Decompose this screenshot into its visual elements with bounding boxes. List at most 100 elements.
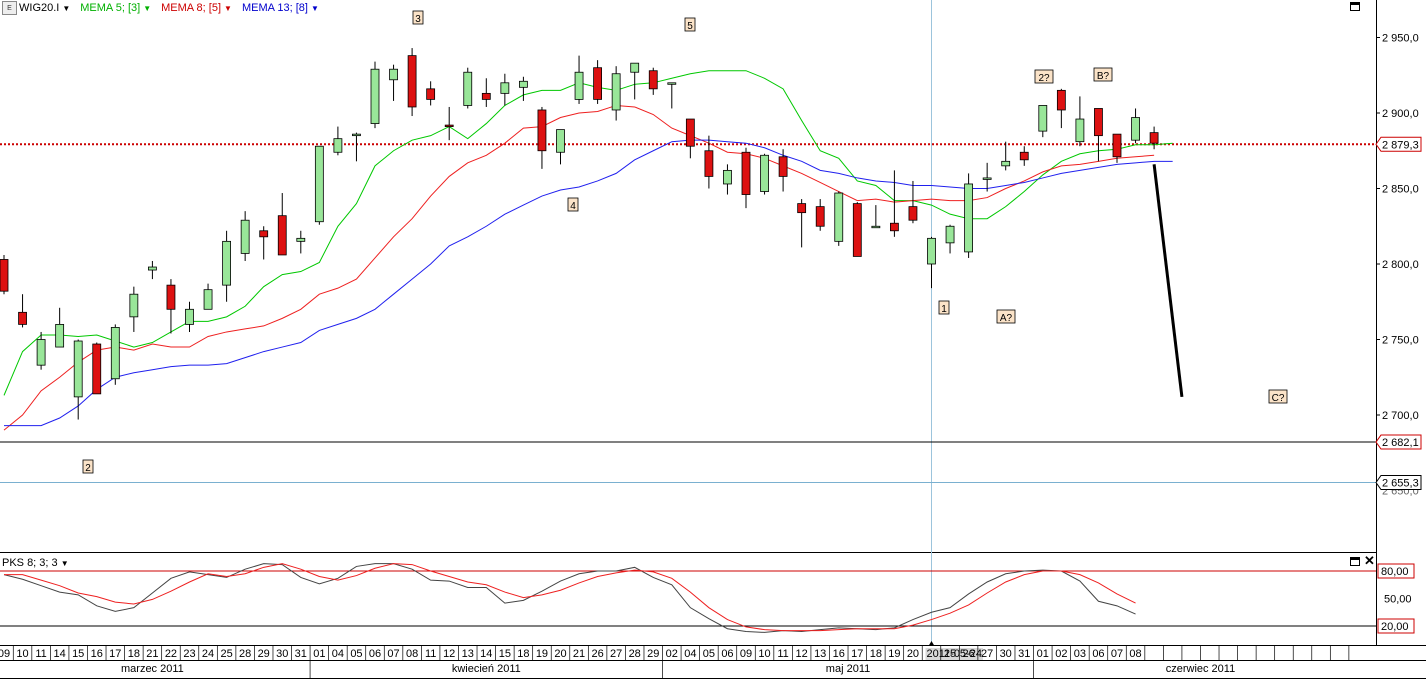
instrument-selector[interactable]: E WIG20.I ▼ — [2, 1, 70, 15]
candle-body — [1094, 108, 1103, 137]
month-label: kwiecień 2011 — [452, 663, 521, 675]
date-label: 15 — [72, 648, 84, 660]
date-label: 13 — [462, 648, 474, 660]
candle-body — [574, 71, 584, 100]
date-label: 26 — [591, 648, 603, 660]
candle — [426, 81, 436, 106]
candle-body — [1075, 118, 1085, 143]
candle — [871, 205, 881, 229]
candle-body — [964, 183, 973, 253]
candle-body — [389, 68, 398, 81]
candle-body — [314, 145, 324, 223]
candle — [1149, 126, 1159, 150]
date-label: 11 — [777, 648, 788, 660]
close-pks-icon[interactable]: ✕ — [1364, 553, 1375, 568]
candle-body — [927, 237, 936, 265]
candle-body — [1056, 89, 1066, 111]
candle — [611, 66, 621, 121]
maximize-main-button[interactable] — [1350, 2, 1360, 11]
date-label: 24 — [202, 648, 214, 660]
candle-body — [55, 323, 65, 348]
pks-level-tag: 80,00 — [1377, 563, 1415, 579]
candle — [593, 60, 602, 104]
level-price-tag-box — [1375, 434, 1422, 450]
legend-item-mema5[interactable]: MEMA 5; [3] ▼ — [80, 2, 151, 14]
date-label: 01 — [1037, 648, 1049, 660]
candle — [203, 283, 213, 310]
legend-label-mema13: MEMA 13; [8] — [241, 2, 308, 14]
date-label: 10 — [758, 648, 770, 660]
wave-label-box — [82, 459, 94, 474]
dropdown-arrow-icon: ▼ — [310, 3, 319, 13]
candle — [481, 78, 491, 107]
candle — [797, 199, 807, 248]
dropdown-arrow-icon: ▼ — [143, 3, 152, 13]
candle — [519, 76, 528, 101]
legend-item-mema13[interactable]: MEMA 13; [8] ▼ — [242, 2, 319, 14]
candle-body — [277, 215, 287, 256]
candle — [1094, 108, 1103, 162]
candle-body — [222, 240, 232, 286]
maximize-pks-button[interactable] — [1350, 557, 1360, 566]
date-label: 12 — [796, 648, 808, 660]
candle — [648, 67, 658, 95]
date-label: 16 — [91, 648, 103, 660]
date-label: 03 — [1074, 648, 1086, 660]
price-tick-label: 2 800,0 — [1382, 259, 1419, 271]
date-label: 05 — [350, 648, 362, 660]
candle-body — [444, 124, 454, 127]
candle-body — [426, 88, 436, 100]
wave-label: 4 — [567, 197, 579, 212]
candle-body — [556, 129, 565, 153]
pks-legend[interactable]: PKS 8; 3; 3 ▼ — [2, 557, 69, 569]
candle-body — [537, 109, 547, 152]
candle-body — [723, 169, 732, 185]
instrument-icon: E — [2, 1, 17, 15]
date-label: 02 — [666, 648, 678, 660]
candle — [240, 211, 250, 261]
candle — [333, 126, 343, 156]
date-label: 11 — [35, 648, 46, 660]
date-label: 30 — [1000, 648, 1012, 660]
candle-body — [73, 340, 83, 398]
wave-label-box — [1034, 69, 1054, 84]
date-label: 02 — [1055, 648, 1067, 660]
date-label: 18 — [517, 648, 529, 660]
legend-label-mema8: MEMA 8; [5] — [161, 2, 222, 14]
level2-price-tag-box — [1375, 474, 1422, 490]
date-label: 17 — [109, 648, 121, 660]
date-label: 29 — [258, 648, 270, 660]
candle — [630, 62, 640, 100]
date-label: 23 — [183, 648, 195, 660]
pks-tick-label: 50,00 — [1384, 594, 1412, 606]
candle-body — [778, 156, 788, 177]
candle — [815, 199, 825, 231]
candle — [314, 145, 324, 225]
date-label: 19 — [888, 648, 900, 660]
legend-item-mema8[interactable]: MEMA 8; [5] ▼ — [161, 2, 232, 14]
date-label: 04 — [332, 648, 344, 660]
wave-label-box — [1268, 389, 1288, 404]
candle-body — [519, 80, 528, 88]
wave-label-text: B? — [1097, 71, 1110, 82]
current-price-tag-text: 2 879,3 — [1382, 139, 1419, 151]
candle-body — [18, 311, 27, 325]
date-label: 15 — [499, 648, 511, 660]
wave-label-box — [412, 10, 424, 25]
candle — [1056, 88, 1066, 129]
dropdown-arrow-icon: ▼ — [62, 3, 71, 13]
instrument-label: WIG20.I — [19, 2, 60, 14]
candle — [556, 129, 565, 165]
candle — [1019, 146, 1029, 166]
candle — [964, 173, 973, 258]
candle-body — [0, 259, 9, 292]
price-tick-label: 2 850,0 — [1382, 184, 1419, 196]
candle-body — [982, 177, 992, 180]
date-label: 14 — [480, 648, 492, 660]
candle-body — [500, 82, 510, 94]
candle — [574, 55, 584, 104]
candle-body — [797, 203, 807, 214]
date-label: 28 — [629, 648, 641, 660]
